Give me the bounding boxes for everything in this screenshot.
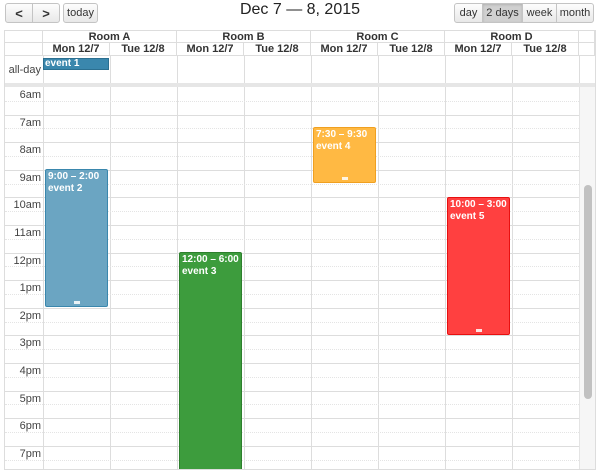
resize-handle[interactable]	[73, 301, 80, 304]
event-title: event 5	[450, 211, 485, 222]
day-header: Tue 12/8	[512, 43, 579, 56]
event-time: 7:30 – 9:30	[316, 129, 368, 140]
resource-header-room-a: Room A	[43, 31, 177, 43]
allday-label: all-day	[8, 64, 41, 76]
header-scroll-spacer-2	[579, 43, 595, 56]
calendar-title: Dec 7 — 8, 2015	[239, 1, 361, 18]
day-header: Mon 12/7	[445, 43, 512, 56]
time-label: 6am	[19, 89, 41, 101]
day-header: Mon 12/7	[43, 43, 110, 56]
event-time: 12:00 – 6:00	[182, 254, 239, 265]
day-header: Mon 12/7	[311, 43, 378, 56]
scrollbar-thumb[interactable]	[584, 185, 592, 399]
time-label: 6pm	[19, 420, 41, 433]
day-header: Tue 12/8	[110, 43, 177, 56]
chevron-right-icon: >	[42, 5, 50, 21]
next-button[interactable]: >	[32, 3, 60, 23]
today-button[interactable]: today	[63, 3, 98, 23]
resize-handle[interactable]	[475, 329, 482, 332]
scrollbar-track[interactable]	[579, 87, 595, 469]
time-label: 1pm	[19, 282, 41, 295]
view-2days-button[interactable]: 2 days	[482, 3, 523, 23]
event-5[interactable]: 10:00 – 3:00 event 5	[447, 197, 510, 335]
view-month-button[interactable]: month	[556, 3, 594, 23]
resource-header-room-b: Room B	[177, 31, 311, 43]
header-corner-2	[5, 43, 43, 56]
day-header: Tue 12/8	[244, 43, 311, 56]
time-grid[interactable]: 6am 7am 8am 9am 10am 11am 12pm 1pm 2pm 3…	[5, 87, 579, 469]
time-label: 11am	[14, 227, 41, 239]
time-label: 9am	[19, 171, 41, 184]
event-1[interactable]: event 1	[43, 58, 109, 70]
resize-handle[interactable]	[341, 177, 348, 180]
event-title: event 2	[48, 183, 83, 194]
calendar-grid: Room A Room B Room C Room D Mon 12/7 Tue…	[4, 30, 596, 470]
event-title: event 4	[316, 141, 351, 152]
time-label: 2pm	[19, 309, 41, 322]
time-label: 4pm	[19, 365, 41, 377]
allday-divider	[5, 83, 595, 87]
view-week-button[interactable]: week	[522, 3, 557, 23]
time-label: 5pm	[19, 392, 41, 405]
day-header: Mon 12/7	[177, 43, 244, 56]
event-time: 10:00 – 3:00	[450, 199, 507, 210]
event-title: event 3	[182, 266, 217, 277]
time-label: 3pm	[19, 337, 41, 350]
event-2[interactable]: 9:00 – 2:00 event 2	[45, 169, 108, 307]
time-label: 8am	[19, 144, 41, 157]
event-4[interactable]: 7:30 – 9:30 event 4	[313, 127, 376, 183]
header-scroll-spacer	[579, 31, 595, 43]
chevron-left-icon: <	[15, 5, 23, 21]
time-label: 12pm	[13, 254, 41, 267]
event-time: 9:00 – 2:00	[48, 171, 100, 182]
time-label: 7am	[19, 116, 41, 129]
view-day-button[interactable]: day	[454, 3, 483, 23]
time-label: 7pm	[19, 447, 41, 460]
resource-header-room-d: Room D	[445, 31, 579, 43]
day-header: Tue 12/8	[378, 43, 445, 56]
resource-header-room-c: Room C	[311, 31, 445, 43]
time-label: 10am	[13, 199, 41, 212]
event-3[interactable]: 12:00 – 6:00 event 3	[179, 252, 242, 469]
header-corner	[5, 31, 43, 43]
toolbar: < > today Dec 7 — 8, 2015 day 2 days wee…	[0, 0, 600, 28]
